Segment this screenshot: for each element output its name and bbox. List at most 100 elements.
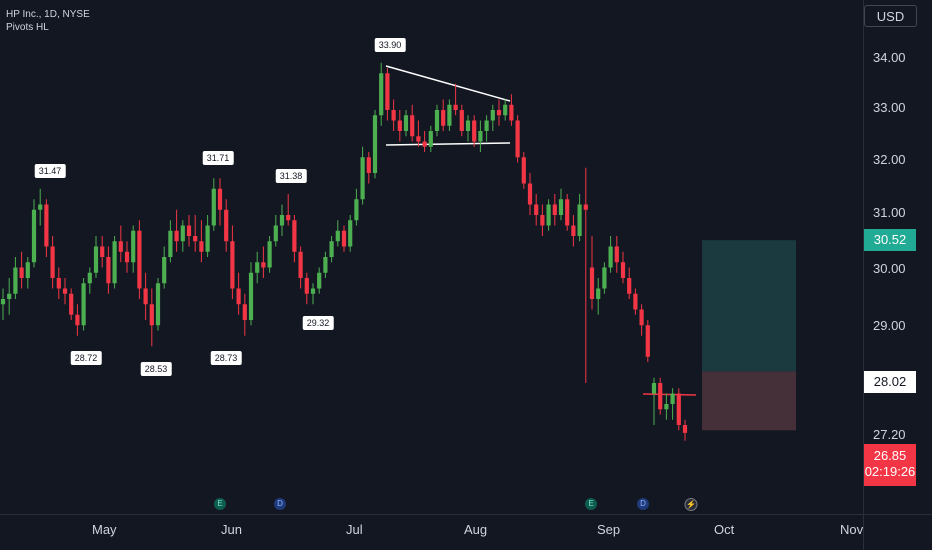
candle-body-up — [372, 115, 378, 173]
candle-body-down — [658, 383, 663, 410]
candle-body-up — [428, 131, 433, 147]
x-tick-label: Oct — [714, 522, 735, 537]
candle-body-up — [348, 220, 353, 247]
x-tick-label: Aug — [464, 522, 488, 537]
candle-body-up — [0, 299, 6, 305]
candle-body-down — [341, 230, 347, 247]
candle-body-down — [19, 267, 24, 278]
candle-body-up — [379, 73, 384, 116]
candle-body-down — [620, 262, 626, 278]
candle-body-up — [602, 267, 607, 289]
candle-body-down — [242, 304, 247, 320]
candle-body-down — [230, 241, 235, 289]
candle-body-up — [317, 272, 322, 289]
candle-body-down — [540, 215, 545, 226]
candle-body-down — [174, 230, 179, 242]
candle-body-down — [149, 304, 154, 326]
candle-body-down — [236, 288, 241, 305]
x-tick-label: Jun — [221, 522, 242, 537]
candle-body-down — [304, 278, 309, 294]
y-tick-label: 29.00 — [873, 318, 906, 333]
bar-countdown: 02:19:26 — [864, 464, 916, 479]
earnings-event-icon[interactable]: E — [214, 498, 226, 510]
candle-body-up — [478, 131, 483, 142]
candle-body-down — [682, 425, 688, 433]
candle-body-up — [168, 230, 173, 257]
dividend-event-icon[interactable]: D — [274, 498, 286, 510]
candle-body-up — [664, 404, 669, 410]
candle-body-down — [193, 236, 198, 242]
candle-body-down — [571, 225, 576, 236]
candle-body-up — [360, 157, 365, 200]
trendline-lower — [385, 142, 511, 146]
candle-body-down — [366, 157, 371, 173]
candle-body-down — [565, 199, 570, 226]
candle-body-down — [143, 288, 148, 305]
candle-body-up — [93, 246, 99, 273]
candle-body-down — [459, 110, 464, 131]
candle-body-up — [503, 104, 508, 116]
x-tick-label: May — [92, 522, 117, 537]
candle-body-down — [633, 293, 638, 310]
split-event-icon[interactable]: ⚡ — [684, 498, 698, 511]
indicator-label[interactable]: Pivots HL — [6, 22, 49, 33]
candle-body-down — [124, 251, 130, 263]
candle-body-up — [155, 283, 161, 326]
candle-body-up — [279, 215, 285, 226]
candle-body-down — [44, 204, 49, 247]
candle-body-up — [546, 204, 551, 226]
x-tick-label: Jul — [346, 522, 363, 537]
candle-body-up — [7, 293, 12, 299]
candle-body-down — [261, 262, 266, 268]
y-tick-label: 34.00 — [873, 50, 906, 65]
pivot-high-label: 33.90 — [374, 38, 406, 52]
candle-body-down — [527, 183, 533, 205]
candle-body-down — [69, 293, 74, 315]
candle-body-up — [608, 246, 613, 268]
candle-body-up — [323, 257, 328, 273]
candle-body-down — [137, 230, 142, 289]
pivot-low-label: 29.32 — [302, 316, 334, 330]
candle-body-up — [434, 110, 440, 131]
candle-body-down — [614, 246, 619, 263]
target-zone — [702, 240, 796, 372]
target-price-tag: 30.52 — [864, 229, 916, 251]
candle-body-up — [651, 383, 657, 394]
time-axis-border — [0, 514, 932, 515]
earnings-event-icon[interactable]: E — [585, 498, 597, 510]
candle-body-down — [627, 278, 632, 294]
candle-body-down — [385, 73, 390, 110]
last-price-value: 26.85 — [873, 448, 907, 463]
dividend-event-icon[interactable]: D — [637, 498, 649, 510]
candle-body-down — [286, 215, 291, 221]
candle-body-down — [100, 246, 105, 257]
price-axis-border — [863, 0, 864, 550]
candle-body-up — [490, 110, 495, 121]
candle-body-up — [211, 188, 216, 226]
candle-body-down — [186, 225, 192, 236]
candle-body-up — [38, 204, 43, 210]
pivot-low-label: 28.73 — [210, 351, 242, 365]
candle-body-down — [453, 104, 458, 110]
candle-body-down — [515, 120, 520, 158]
currency-button[interactable]: USD — [864, 5, 917, 27]
candle-body-up — [335, 230, 340, 242]
candle-body-up — [273, 225, 278, 242]
candle-body-up — [465, 120, 471, 131]
candle-body-up — [25, 262, 30, 278]
candle-body-up — [81, 283, 86, 326]
candle-body-down — [441, 110, 446, 126]
candle-body-down — [416, 136, 421, 142]
candle-body-up — [112, 241, 117, 284]
candle-body-up — [354, 199, 359, 221]
candle-body-down — [56, 278, 61, 289]
candle-body-up — [577, 204, 582, 236]
candle-body-down — [75, 314, 80, 326]
candle-body-down — [62, 288, 68, 294]
stop-zone — [702, 371, 796, 431]
candle-body-down — [472, 120, 477, 142]
candle-body-up — [31, 209, 37, 263]
candle-body-up — [670, 393, 675, 404]
candle-body-up — [13, 267, 18, 294]
